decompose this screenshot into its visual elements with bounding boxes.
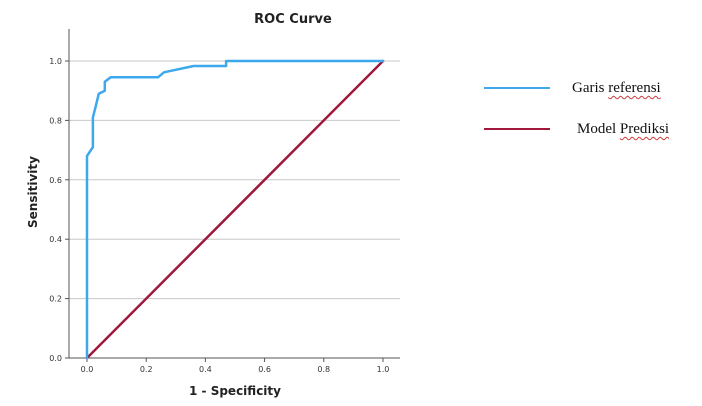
y-tick-label-3: 0.6 — [49, 176, 62, 185]
legend-entry-garis-referensi: Garis referensi — [484, 78, 694, 98]
legend-swatch-model-prediksi — [484, 128, 550, 130]
y-tick-label-0: 0.0 — [49, 354, 62, 363]
legend-label-model-prediksi: Model Prediksi — [577, 119, 669, 139]
series-line-garis-referensi — [85, 59, 385, 360]
legend-swatch-garis-referensi — [484, 87, 550, 89]
legend-entry-model-prediksi: Model Prediksi — [484, 119, 694, 139]
legend-label-underlined: Prediksi — [619, 121, 670, 137]
x-tick-label-4: 0.8 — [317, 365, 330, 374]
x-axis-label: 1 - Specificity — [189, 384, 281, 398]
data-series — [85, 59, 385, 360]
x-tick-label-2: 0.4 — [199, 365, 212, 374]
legend-label-underlined: referensi — [608, 80, 661, 96]
axes — [68, 29, 400, 359]
series-line-model-prediksi — [85, 59, 385, 360]
tick-labels: 0.0 0.2 0.4 0.6 0.8 1.0 0.0 0.2 0.4 0.6 0.8 1.0 — [49, 57, 389, 374]
x-tick-label-3: 0.6 — [258, 365, 271, 374]
legend-label-garis-referensi: Garis referensi — [572, 78, 661, 98]
x-tick-label-0: 0.0 — [81, 365, 94, 374]
y-tick-label-2: 0.4 — [49, 235, 62, 244]
y-tick-label-5: 1.0 — [49, 57, 62, 66]
chart-title: ROC Curve — [254, 12, 332, 27]
y-tick-label-1: 0.2 — [49, 295, 62, 304]
y-axis-label: Sensitivity — [26, 156, 40, 228]
x-tick-label-1: 0.2 — [140, 365, 153, 374]
legend-label-prefix: Model — [577, 121, 620, 137]
x-tick-label-5: 1.0 — [377, 365, 390, 374]
y-tick-label-4: 0.8 — [49, 116, 62, 125]
legend-label-prefix: Garis — [572, 80, 609, 96]
